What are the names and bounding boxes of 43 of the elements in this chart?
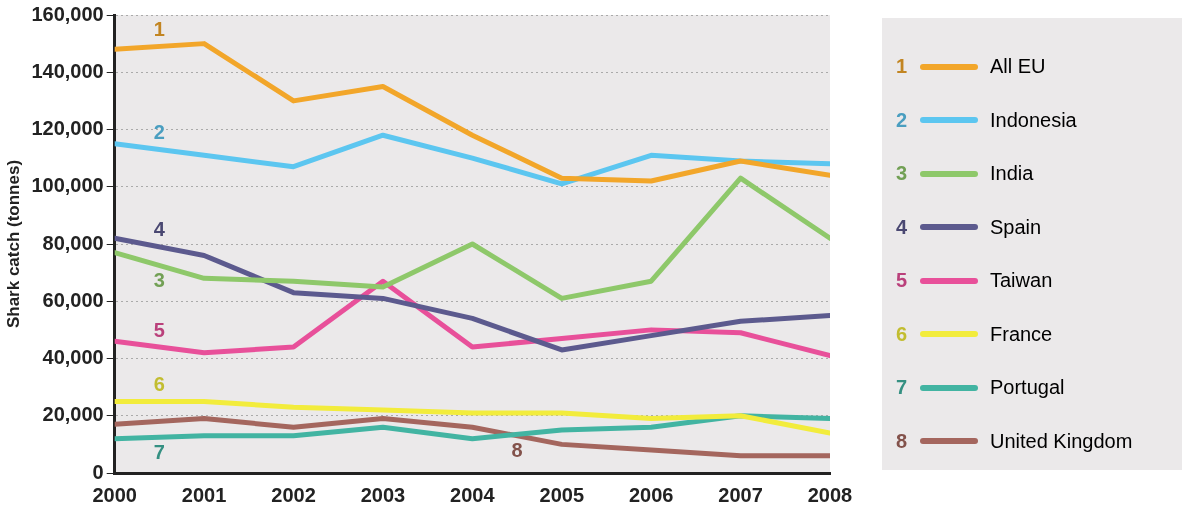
- text: 4: [896, 215, 908, 238]
- text: 5: [896, 269, 908, 292]
- text: 8: [896, 429, 908, 452]
- x-tick-label: 2001: [181, 483, 227, 506]
- x-tick-label: 2004: [450, 483, 496, 506]
- annotation: 4: [153, 218, 166, 241]
- legend-label: All EU: [990, 55, 1046, 79]
- y-tick-label: 40,000: [42, 346, 104, 369]
- y-tick-label: 100,000: [31, 174, 104, 197]
- y-tick-label: 80,000: [42, 231, 104, 254]
- legend-label: Spain: [990, 215, 1042, 239]
- annotation: 7: [153, 440, 165, 463]
- annotation: 6: [153, 372, 165, 395]
- annotation: 1: [153, 18, 165, 40]
- legend-label: India: [990, 162, 1034, 186]
- text: 7: [896, 376, 908, 399]
- annotation: 2: [153, 121, 165, 144]
- y-tick-label: 120,000: [31, 117, 104, 140]
- y-tick-label: 60,000: [42, 288, 104, 311]
- y-tick-label: 0: [92, 460, 104, 483]
- legend-label: Portugal: [990, 376, 1065, 400]
- y-tick-label: 140,000: [31, 59, 104, 82]
- annotation: 5: [153, 318, 165, 341]
- text: 2: [896, 108, 908, 131]
- text: 6: [896, 322, 908, 345]
- y-axis-title: Shark catch (tonnes): [3, 159, 23, 329]
- x-tick-label: 2007: [718, 483, 763, 506]
- text: 1: [896, 55, 908, 78]
- x-tick-label: 2008: [807, 483, 853, 506]
- annotation: 3: [153, 268, 165, 291]
- x-tick-label: 2002: [271, 483, 316, 506]
- y-tick-label: 160,000: [31, 2, 104, 25]
- annotation: 8: [511, 439, 523, 462]
- text: 3: [896, 162, 908, 185]
- legend-label: United Kingdom: [990, 429, 1133, 453]
- x-tick-label: 2000: [92, 483, 137, 506]
- y-tick-label: 20,000: [42, 403, 104, 426]
- x-tick-label: 2005: [539, 483, 585, 506]
- legend-label: Taiwan: [990, 269, 1053, 293]
- legend-label: France: [990, 322, 1053, 346]
- x-tick-label: 2006: [628, 483, 674, 506]
- x-tick-label: 2003: [360, 483, 406, 506]
- legend-label: Indonesia: [990, 108, 1077, 132]
